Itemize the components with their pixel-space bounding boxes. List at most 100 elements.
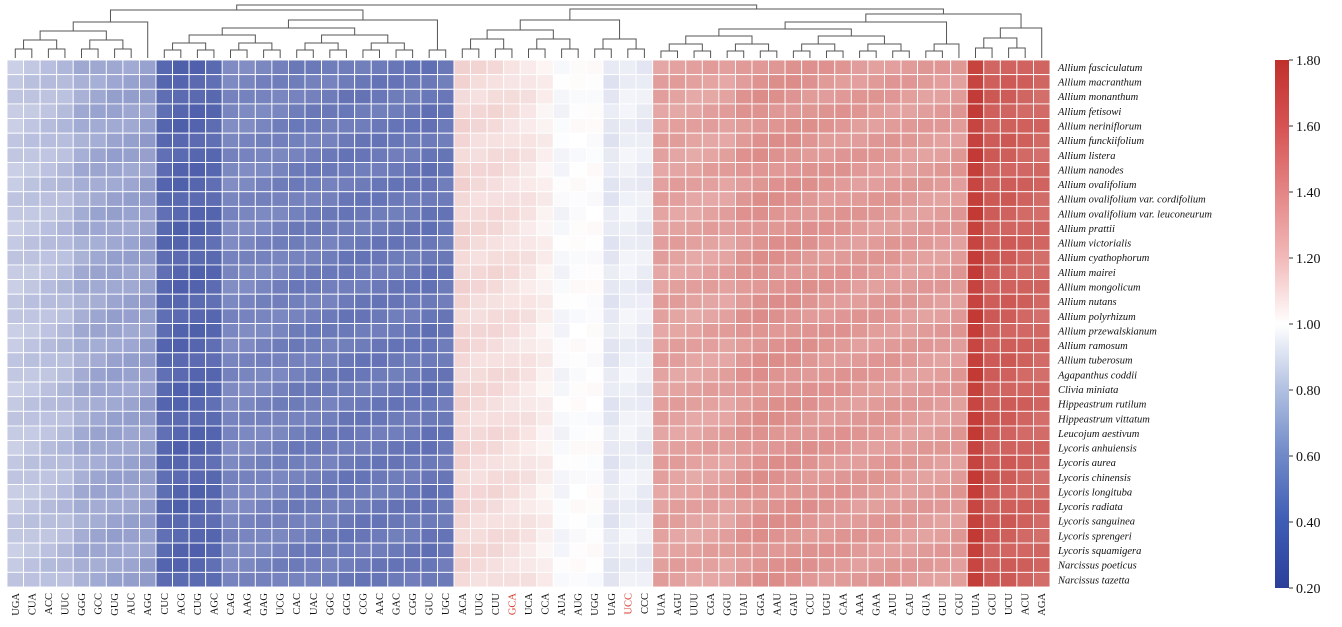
heatmap-cell [155,484,174,500]
heatmap-cell [850,118,869,134]
row-label: Lycoris longituba [1057,487,1132,498]
heatmap-cell [172,147,190,163]
heatmap-cell [950,440,968,456]
heatmap-cell [172,279,190,295]
heatmap-cell [39,440,58,456]
heatmap-cell [271,74,289,90]
heatmap-cell [56,484,74,500]
heatmap-cell [403,162,422,178]
heatmap-cell [519,279,538,295]
heatmap-cell [652,176,670,193]
heatmap-cell [519,440,538,456]
heatmap-cell [370,162,389,178]
heatmap-cell [105,557,124,573]
heatmap-cell [784,440,803,456]
heatmap-cell [668,425,687,442]
heatmap-cell [917,352,935,368]
heatmap-cell [56,132,74,149]
heatmap-cell [453,162,472,178]
dendrogram-link [1008,47,1026,58]
heatmap-cell [337,381,356,398]
heatmap-cell [205,440,223,456]
heatmap-cell [1032,176,1051,193]
heatmap-cell [287,162,306,178]
heatmap-cell [188,103,207,120]
heatmap-cell [453,191,472,207]
dendrogram-link [865,13,1022,28]
heatmap-cell [238,308,256,324]
heatmap-cell [801,103,819,120]
heatmap-cell [602,454,621,471]
heatmap-cell [287,103,306,120]
heatmap-cell [619,162,637,178]
heatmap-cell [768,557,786,573]
heatmap-cell [652,337,670,354]
heatmap-cell [983,440,1001,456]
heatmap-cell [834,542,852,559]
heatmap-cell [900,205,919,222]
heatmap-cell [817,571,836,588]
heatmap-cell [370,308,389,324]
heatmap-cell [900,337,919,354]
heatmap-cell [39,205,58,222]
heatmap-cell [569,308,587,324]
heatmap-cell [950,220,968,237]
colorbar-tick-label: 1.80 [1296,54,1321,69]
heatmap-cell [602,205,621,222]
heatmap-cell [503,337,521,354]
heatmap-cell [221,293,240,310]
heatmap-cell [784,264,803,281]
heatmap-cell [867,235,885,251]
heatmap-cell [867,118,885,134]
heatmap-cell [56,557,74,573]
heatmap-cell [503,205,521,222]
heatmap-cell [602,293,621,310]
heatmap-cell [470,440,488,456]
heatmap-cell [734,527,753,544]
heatmap-cell [122,381,140,398]
heatmap-cell [834,308,852,324]
heatmap-cell [39,293,58,310]
heatmap-cell [420,425,438,442]
dendrogram-link [859,50,877,58]
heatmap-cell [701,425,720,442]
heatmap-cell [734,308,753,324]
heatmap-cell [850,440,869,456]
heatmap-cell [1016,323,1034,339]
heatmap-cell [619,440,637,456]
heatmap-cell [337,469,356,485]
heatmap-cell [619,484,637,500]
heatmap-cell [6,557,25,573]
heatmap-cell [701,88,720,105]
column-label: ACA [458,593,469,616]
heatmap-cell [287,498,306,515]
heatmap-cell [105,264,124,281]
heatmap-cell [337,308,356,324]
heatmap-cell [486,279,505,295]
heatmap-cell [188,542,207,559]
heatmap-cell [552,59,571,76]
heatmap-cell [23,132,41,149]
heatmap-cell [172,557,190,573]
heatmap-cell [850,88,869,105]
dendrogram-link [726,50,745,58]
heatmap-cell [983,279,1001,295]
heatmap-cell [221,118,240,134]
heatmap-cell [221,162,240,178]
heatmap-cell [453,557,472,573]
column-label: CGA [706,593,717,616]
heatmap-cell [503,542,521,559]
heatmap-cell [453,205,472,222]
heatmap-cell [370,220,389,237]
heatmap-cell [883,191,902,207]
heatmap-cell [933,147,952,163]
heatmap-cell [1016,147,1034,163]
heatmap-cell [569,103,587,120]
heatmap-cell [72,498,91,515]
heatmap-cell [155,352,174,368]
heatmap-cell [172,220,190,237]
heatmap-cell [420,527,438,544]
heatmap-cell [337,279,356,295]
heatmap-cell [668,410,687,427]
heatmap-cell [470,513,488,529]
